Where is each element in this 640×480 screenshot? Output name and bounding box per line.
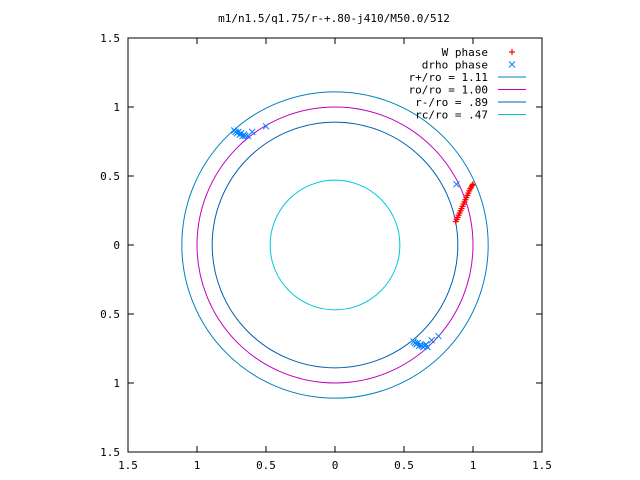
y-tick-label: 0.5 [100,308,120,321]
x-tick-label: 0.5 [394,459,414,472]
drho-phase-point [248,128,256,136]
y-tick-label: 1.5 [100,446,120,459]
data-points [230,122,476,351]
circle-series [181,91,489,399]
circle-series [269,179,401,311]
drho-phase-point [241,132,249,140]
legend-label: r+/ro = 1.11 [409,71,488,84]
y-tick-label: 1 [113,377,120,390]
x-tick-label: 1 [470,459,477,472]
reference-circles [181,91,489,399]
circle-series [196,106,474,384]
y-tick-label: 1.5 [100,32,120,45]
drho-phase-point [453,180,460,188]
w-phase-point [469,182,476,189]
drho-phase-point [435,332,442,340]
legend-label: W phase [442,46,488,59]
x-tick-label: 0.5 [256,459,276,472]
legend-marker [508,61,516,68]
x-tick-label: 1 [194,459,201,472]
x-tick-label: 0 [332,459,339,472]
y-tick-label: 0.5 [100,170,120,183]
x-tick-label: 1.5 [532,459,552,472]
drho-phase-point [428,336,435,344]
y-tick-label: 0 [113,239,120,252]
legend-label: r-/ro = .89 [415,96,488,109]
legend-label: ro/ro = 1.00 [409,84,488,97]
w-phase-point [470,181,476,188]
circle-series [211,121,459,369]
legend-label: rc/ro = .47 [415,109,488,122]
legend-marker [509,49,515,55]
legend-label: drho phase [422,59,488,72]
drho-phase-point [262,122,270,130]
chart-title: m1/n1.5/q1.75/r-+.80-j410/M50.0/512 [218,12,450,25]
axes: 1.5 1 0.5 0 0.5 1 1.51.510.500.511.5 [100,32,552,472]
x-tick-label: 1.5 [118,459,138,472]
drho-phase-point [424,343,431,351]
y-tick-label: 1 [113,101,120,114]
